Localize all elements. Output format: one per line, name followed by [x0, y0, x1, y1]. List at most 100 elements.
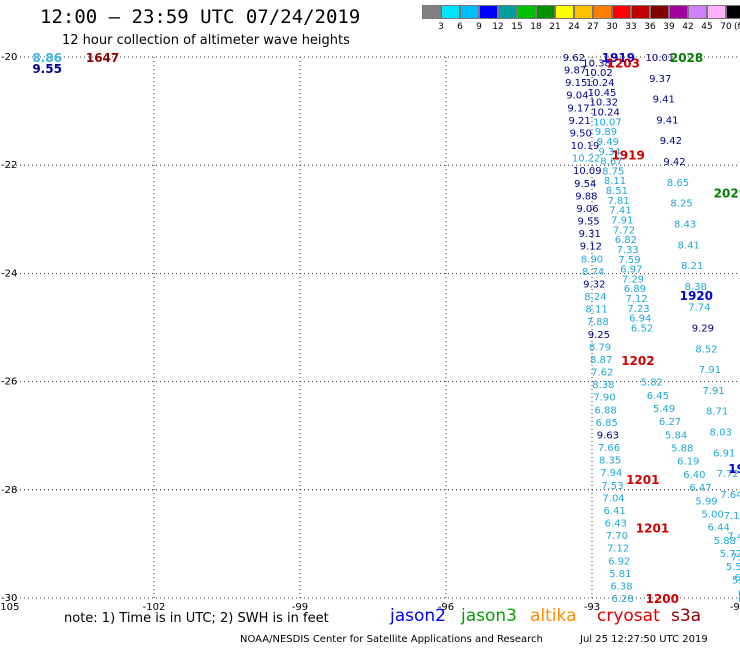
wave-height-value: 8.21 — [681, 261, 703, 272]
x-tick-label: -105 — [0, 602, 19, 613]
wave-height-value: 8.35 — [599, 456, 621, 467]
wave-height-value: 8.71 — [706, 407, 728, 418]
wave-height-value: 9.32 — [583, 279, 605, 290]
wave-height-value: 7.53 — [601, 481, 623, 492]
time-label: 8.86 — [32, 51, 62, 65]
wave-height-value: 5.82 — [641, 378, 663, 389]
wave-height-value: 9.63 — [597, 430, 619, 441]
wave-height-value: 9.41 — [653, 95, 675, 106]
wave-height-value: 6.38 — [610, 581, 632, 592]
time-label: 1201 — [636, 522, 669, 536]
colorbar-label: 39 — [663, 22, 675, 32]
wave-height-value: 6.85 — [596, 418, 618, 429]
wave-height-value: 7.91 — [699, 365, 721, 376]
wave-height-value: 7.0 — [731, 552, 740, 563]
wave-height-value: 9.06 — [576, 204, 598, 215]
y-tick-label: -20 — [1, 52, 17, 63]
wave-height-value: 5.0 — [732, 575, 740, 586]
wave-height-value: 6.43 — [605, 519, 627, 530]
wave-height-value: 7.41 — [609, 206, 631, 217]
wave-height-value: 8.25 — [670, 199, 692, 210]
colorbar-swatch — [631, 5, 650, 19]
wave-height-value: 10.02 — [584, 68, 613, 79]
chart-title: 12:00 – 23:59 UTC 07/24/2019 — [40, 6, 361, 28]
legend-item-cryosat: cryosat — [597, 606, 660, 626]
wave-height-value: 6.52 — [631, 324, 653, 335]
wave-height-value: 8.75 — [602, 166, 624, 177]
legend-item-s3a: s3a — [671, 606, 702, 626]
colorbar-label: 45 — [701, 22, 713, 32]
wave-height-value: 10.09 — [573, 166, 602, 177]
wave-height-value: 9.04 — [566, 91, 588, 102]
wave-height-value: 6.28 — [611, 594, 633, 605]
wave-height-value: 7.29 — [622, 274, 644, 285]
x-tick-label: -96 — [438, 602, 454, 613]
wave-height-value: 7.72 — [717, 469, 739, 480]
colorbar-swatch — [650, 5, 669, 19]
wave-height-value: 8.11 — [585, 305, 607, 316]
wave-height-value: 7.23 — [627, 304, 649, 315]
wave-height-value: 7.72 — [613, 225, 635, 236]
wave-height-value: 10.24 — [591, 108, 620, 119]
colorbar-label: 70 — [720, 22, 732, 32]
x-tick-label: -99 — [292, 602, 308, 613]
wave-height-value: 5.88 — [671, 444, 693, 455]
wave-height-value: 7.70 — [606, 531, 628, 542]
wave-height-value: 6.5 — [734, 573, 740, 584]
x-tick-label: -93 — [584, 602, 600, 613]
wave-height-value: 8.24 — [584, 292, 606, 303]
wave-height-value: 8.38 — [685, 282, 707, 293]
wave-height-value: 9.88 — [575, 191, 597, 202]
wave-height-value: 9.87 — [564, 66, 586, 77]
footer-note: note: 1) Time is in UTC; 2) SWH is in fe… — [64, 611, 329, 626]
time-label: 2029 — [714, 186, 740, 200]
wave-height-value: 6.91 — [713, 448, 735, 459]
wave-height-value: 7.91 — [702, 386, 724, 397]
wave-height-value: 7.04 — [602, 493, 624, 504]
colorbar-unit: (ft) — [734, 22, 740, 32]
wave-height-value: 10.38 — [582, 58, 611, 69]
colorbar-swatch — [669, 5, 688, 19]
colorbar-swatch — [498, 5, 517, 19]
colorbar-label: 3 — [438, 22, 444, 32]
time-label: 1920 — [680, 289, 713, 303]
colorbar-label: 21 — [549, 22, 561, 32]
wave-height-value: 7.40 — [727, 532, 740, 543]
wave-height-value: 10.01 — [646, 53, 675, 64]
wave-height-value: 9.21 — [568, 116, 590, 127]
wave-height-value: 10.19 — [571, 141, 600, 152]
wave-height-value: 6.41 — [604, 506, 626, 517]
footer-credit: NOAA/NESDIS Center for Satellite Applica… — [240, 634, 543, 645]
colorbar-swatch — [517, 5, 536, 19]
wave-height-value: 9.25 — [588, 330, 610, 341]
legend-item-altika: altika — [530, 606, 577, 626]
wave-height-value: 7.81 — [608, 196, 630, 207]
time-label: 1919 — [611, 148, 644, 162]
colorbar-swatch — [479, 5, 498, 19]
wave-height-value: 5.99 — [695, 496, 717, 507]
colorbar-label: 42 — [682, 22, 694, 32]
wave-height-value: 7.62 — [591, 368, 613, 379]
wave-height-value: 9.50 — [570, 128, 592, 139]
wave-height-value: 5.5 — [726, 562, 740, 573]
wave-height-value: 9.34 — [598, 147, 620, 158]
x-tick-label: -102 — [143, 602, 166, 613]
wave-height-value: 9.29 — [692, 324, 714, 335]
wave-height-value: 6.19 — [677, 457, 699, 468]
wave-height-value: 9.89 — [595, 127, 617, 138]
time-label: 19 — [728, 462, 740, 476]
altimeter-plot: -105 -102 -99 -96 -93 -90 -20 -22 -24 -26 -28 -30 9.… — [0, 51, 740, 613]
colorbar-label: 18 — [530, 22, 542, 32]
colorbar-swatch — [536, 5, 555, 19]
wave-height-value: 8.65 — [667, 178, 689, 189]
wave-height-value: 9.31 — [579, 229, 601, 240]
wave-height-value: 7.12 — [607, 544, 629, 555]
wave-height-value: 7.90 — [593, 393, 615, 404]
wave-height-value: 9.17 — [567, 103, 589, 114]
wave-height-value: 6.97 — [620, 265, 642, 276]
time-label: 1202 — [621, 354, 654, 368]
wave-height-value: 10.07 — [593, 117, 622, 128]
colorbar-label: 27 — [587, 22, 599, 32]
colorbar-swatch — [555, 5, 574, 19]
chart-subtitle: 12 hour collection of altimeter wave hei… — [62, 33, 350, 48]
